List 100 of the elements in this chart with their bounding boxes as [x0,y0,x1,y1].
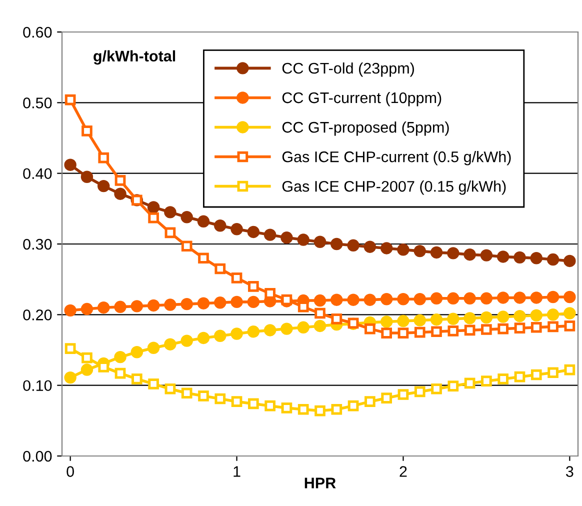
point [430,246,443,259]
x-tick-label: 3 [566,466,574,477]
point [114,174,126,186]
point [498,323,509,334]
point [546,290,560,304]
point [364,240,376,253]
point [147,299,160,312]
point [330,238,343,250]
point [464,378,476,389]
y-tick-label: 0.10 [23,380,52,392]
point [82,352,92,364]
point [180,298,193,310]
point [564,290,576,304]
point [130,300,144,312]
x-tick-label: 0 [66,466,74,477]
point [514,371,526,382]
y-tick-label: 0.30 [23,238,52,250]
point [197,215,210,228]
point [530,309,542,322]
legend-label: Gas ICE CHP-current (0.5 g/kWh) [282,151,511,166]
point [431,383,442,394]
point [230,296,243,308]
point [514,310,526,322]
point [264,228,276,241]
y-tick-label: 0.00 [23,450,52,462]
point [298,301,309,312]
point [248,280,259,292]
point [564,364,576,376]
point [247,326,260,338]
point [364,294,376,306]
point [247,226,260,238]
point [564,320,576,332]
point [431,326,442,338]
point [148,378,159,390]
point [64,304,76,317]
point [114,188,126,200]
point [80,170,94,183]
point [114,368,126,379]
y-axis-title: g/kWh-total [94,50,176,65]
point [198,252,209,264]
point [180,334,193,347]
point [464,324,476,336]
point [314,308,326,319]
point [496,250,510,263]
point [414,293,426,306]
point [447,247,460,260]
point [298,404,309,415]
point [80,302,94,316]
point [330,294,343,306]
point [231,396,242,408]
point [114,350,126,364]
point [464,248,476,261]
point [314,320,326,332]
point [164,206,176,218]
legend-label: CC GT-proposed (5ppm) [282,122,449,136]
point [481,324,492,335]
point [397,244,410,256]
point [380,293,393,306]
point [98,301,110,314]
point [214,296,226,309]
point [481,376,492,387]
point [480,249,493,262]
point [414,244,426,258]
point [414,386,426,398]
point [548,367,558,378]
x-tick-label: 1 [234,466,240,477]
point [214,220,226,232]
point [530,252,542,264]
point [197,332,210,344]
point [248,398,259,410]
point [247,296,260,308]
point [530,322,542,333]
point [464,292,476,305]
point [546,253,560,266]
y-tick-label: 0.50 [23,98,52,108]
legend-label: CC GT-current (10ppm) [282,92,442,106]
point [130,346,144,358]
point [430,292,443,305]
point [214,393,226,404]
point [82,126,92,136]
point [164,227,176,238]
point [414,326,426,338]
point [314,236,326,248]
point [280,232,293,244]
point [364,396,376,408]
point [381,328,392,338]
point [164,383,176,394]
point [80,364,94,376]
point [530,292,542,304]
point [64,371,76,384]
point [464,312,476,324]
point [447,292,460,305]
point [397,314,410,328]
point [231,272,242,284]
point [64,94,76,106]
point [480,311,493,324]
point [114,300,126,314]
point [180,211,193,224]
point [181,388,192,399]
point [414,314,426,326]
